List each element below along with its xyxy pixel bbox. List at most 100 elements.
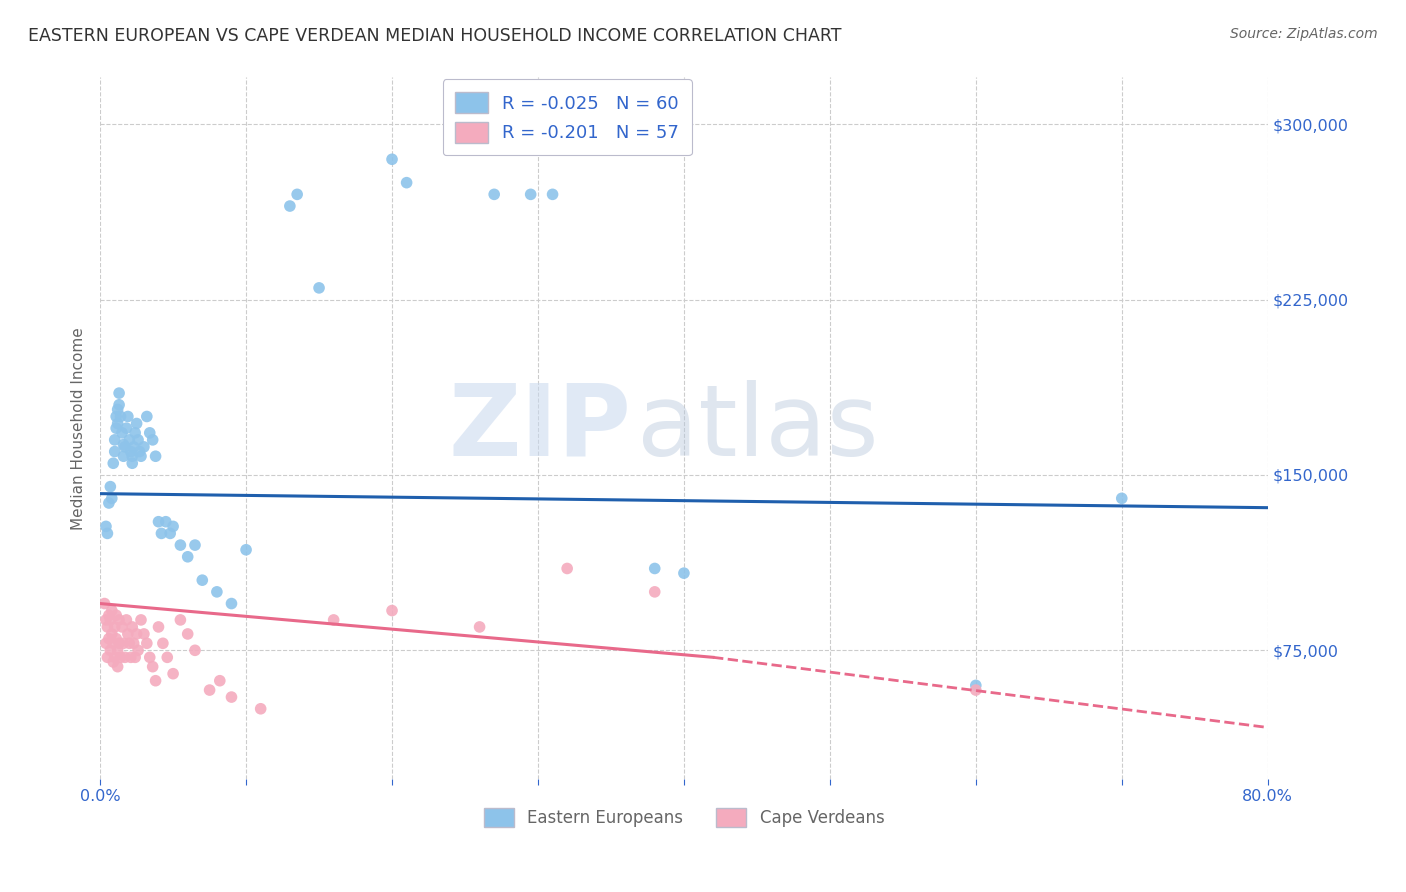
Point xyxy=(169,613,191,627)
Point xyxy=(129,613,152,627)
Point xyxy=(198,683,221,698)
Text: EASTERN EUROPEAN VS CAPE VERDEAN MEDIAN HOUSEHOLD INCOME CORRELATION CHART: EASTERN EUROPEAN VS CAPE VERDEAN MEDIAN … xyxy=(28,27,842,45)
Point xyxy=(322,613,344,627)
Point xyxy=(96,526,118,541)
Point xyxy=(176,627,198,641)
Point xyxy=(1111,491,1133,506)
Point xyxy=(114,440,136,454)
Point xyxy=(129,449,152,463)
Point xyxy=(127,433,149,447)
Point xyxy=(122,440,145,454)
Point xyxy=(101,627,124,641)
Point xyxy=(122,636,145,650)
Point xyxy=(98,613,121,627)
Text: atlas: atlas xyxy=(637,380,879,476)
Point xyxy=(381,153,404,167)
Point xyxy=(644,561,666,575)
Point xyxy=(191,573,214,587)
Point xyxy=(169,538,191,552)
Point xyxy=(278,199,301,213)
Point xyxy=(97,632,120,646)
Point xyxy=(103,456,125,470)
Point xyxy=(120,444,142,458)
Point xyxy=(111,425,134,440)
Point xyxy=(104,650,127,665)
Point xyxy=(148,515,170,529)
Point xyxy=(105,409,128,424)
Point xyxy=(114,650,136,665)
Point xyxy=(105,608,128,623)
Point xyxy=(94,613,117,627)
Text: ZIP: ZIP xyxy=(449,380,631,476)
Point xyxy=(93,597,115,611)
Point xyxy=(142,433,165,447)
Point xyxy=(107,659,129,673)
Y-axis label: Median Household Income: Median Household Income xyxy=(72,326,86,530)
Point xyxy=(235,542,257,557)
Point xyxy=(155,515,177,529)
Point xyxy=(112,449,135,463)
Point xyxy=(98,480,121,494)
Point xyxy=(104,433,127,447)
Point xyxy=(145,673,167,688)
Point xyxy=(110,650,132,665)
Point xyxy=(107,402,129,417)
Point xyxy=(117,409,139,424)
Point xyxy=(482,187,505,202)
Point xyxy=(108,636,131,650)
Point xyxy=(97,496,120,510)
Point xyxy=(176,549,198,564)
Point xyxy=(124,425,146,440)
Point xyxy=(112,437,135,451)
Point xyxy=(103,636,125,650)
Point xyxy=(117,627,139,641)
Point xyxy=(110,409,132,424)
Point xyxy=(965,678,987,692)
Point xyxy=(96,620,118,634)
Point xyxy=(111,620,134,634)
Point xyxy=(115,613,138,627)
Point xyxy=(308,281,330,295)
Point xyxy=(127,643,149,657)
Point xyxy=(105,632,128,646)
Point xyxy=(152,636,174,650)
Point xyxy=(132,440,155,454)
Point xyxy=(162,519,184,533)
Point xyxy=(395,176,418,190)
Point xyxy=(644,585,666,599)
Point xyxy=(121,620,143,634)
Point xyxy=(101,603,124,617)
Point xyxy=(118,433,141,447)
Point xyxy=(541,187,564,202)
Point xyxy=(94,636,117,650)
Point xyxy=(139,650,162,665)
Point xyxy=(184,643,207,657)
Point xyxy=(121,456,143,470)
Point xyxy=(125,627,148,641)
Point xyxy=(112,636,135,650)
Point xyxy=(145,449,167,463)
Point xyxy=(107,417,129,431)
Point xyxy=(208,673,231,688)
Point xyxy=(965,683,987,698)
Point xyxy=(139,425,162,440)
Point xyxy=(555,561,578,575)
Point xyxy=(519,187,541,202)
Point xyxy=(103,655,125,669)
Point xyxy=(381,603,404,617)
Point xyxy=(221,597,243,611)
Point xyxy=(159,526,181,541)
Point xyxy=(94,519,117,533)
Point xyxy=(108,386,131,401)
Point xyxy=(142,659,165,673)
Point xyxy=(108,613,131,627)
Point xyxy=(156,650,179,665)
Point xyxy=(101,491,124,506)
Point xyxy=(135,636,157,650)
Text: Source: ZipAtlas.com: Source: ZipAtlas.com xyxy=(1230,27,1378,41)
Point xyxy=(221,690,243,704)
Point xyxy=(135,409,157,424)
Legend: Eastern Europeans, Cape Verdeans: Eastern Europeans, Cape Verdeans xyxy=(477,801,891,834)
Point xyxy=(672,566,695,581)
Point xyxy=(205,585,228,599)
